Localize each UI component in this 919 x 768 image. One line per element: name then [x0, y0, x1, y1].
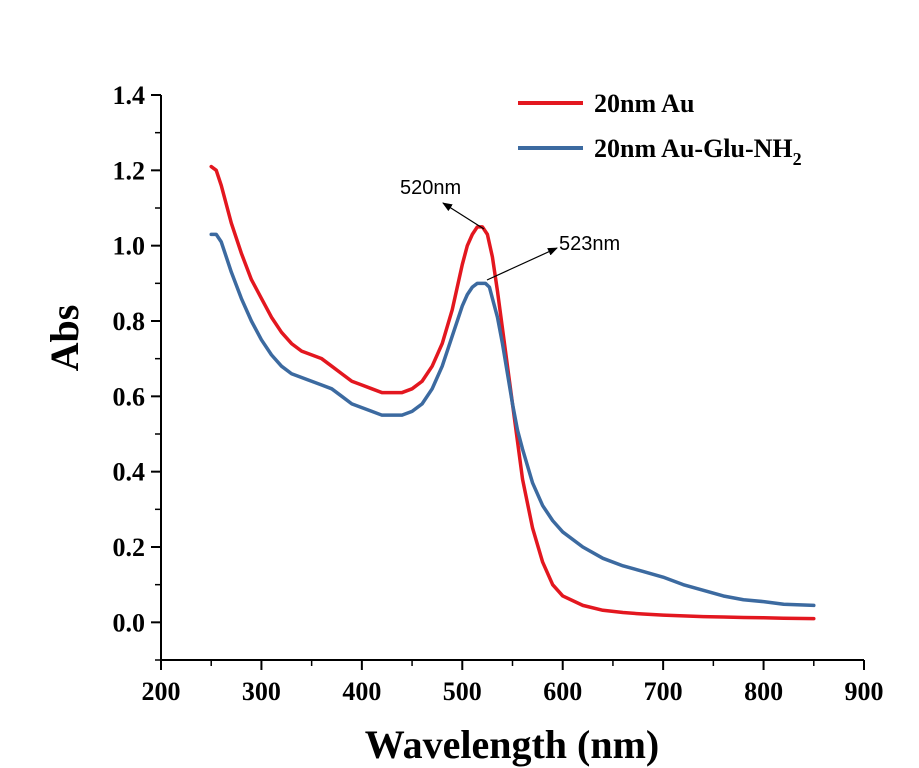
legend-label-20nm-au: 20nm Au	[594, 89, 694, 118]
annotation-arrow-520nm	[442, 202, 485, 230]
annotations: 520nm 523nm	[400, 177, 620, 281]
y-tick-label-1.2: 1.2	[113, 156, 146, 185]
x-tick-label-300: 300	[242, 677, 281, 706]
x-tick-label-200: 200	[142, 677, 181, 706]
x-tick-label-500: 500	[443, 677, 482, 706]
annotation-arrow-523nm	[486, 247, 558, 281]
y-tick-label-1.4: 1.4	[113, 81, 146, 110]
legend-label-main: 20nm Au-Glu-NH	[594, 134, 793, 163]
x-tick-label-700: 700	[644, 677, 683, 706]
y-tick-label-0.0: 0.0	[113, 608, 146, 637]
series-line-20nm-au	[209, 164, 816, 621]
annotation-label-520nm: 520nm	[400, 177, 461, 199]
y-axis-title: Abs	[42, 305, 87, 372]
y-ticks: 0.0 0.2 0.4 0.6 0.8 1.0 1.2 1.4	[113, 81, 161, 661]
legend-label-subscript: 2	[793, 149, 802, 169]
x-axis-title: Wavelength (nm)	[365, 722, 659, 767]
annotation-label-523nm: 523nm	[559, 233, 620, 255]
x-tick-label-600: 600	[543, 677, 582, 706]
x-tick-label-900: 900	[845, 677, 884, 706]
y-tick-label-0.2: 0.2	[113, 533, 146, 562]
y-tick-label-0.8: 0.8	[113, 307, 146, 336]
x-tick-label-800: 800	[744, 677, 783, 706]
y-tick-label-0.6: 0.6	[113, 382, 146, 411]
y-tick-label-0.4: 0.4	[113, 458, 146, 487]
y-tick-label-1.0: 1.0	[113, 232, 146, 261]
legend: 20nm Au 20nm Au-Glu-NH2	[518, 89, 802, 169]
series-line-20nm-au-glu-nh2	[209, 232, 816, 608]
x-tick-label-400: 400	[342, 677, 381, 706]
series-group	[209, 164, 816, 621]
legend-label-20nm-au-glu-nh2: 20nm Au-Glu-NH2	[594, 134, 802, 169]
x-ticks: 200 300 400 500 600 700 800 900	[142, 660, 884, 706]
